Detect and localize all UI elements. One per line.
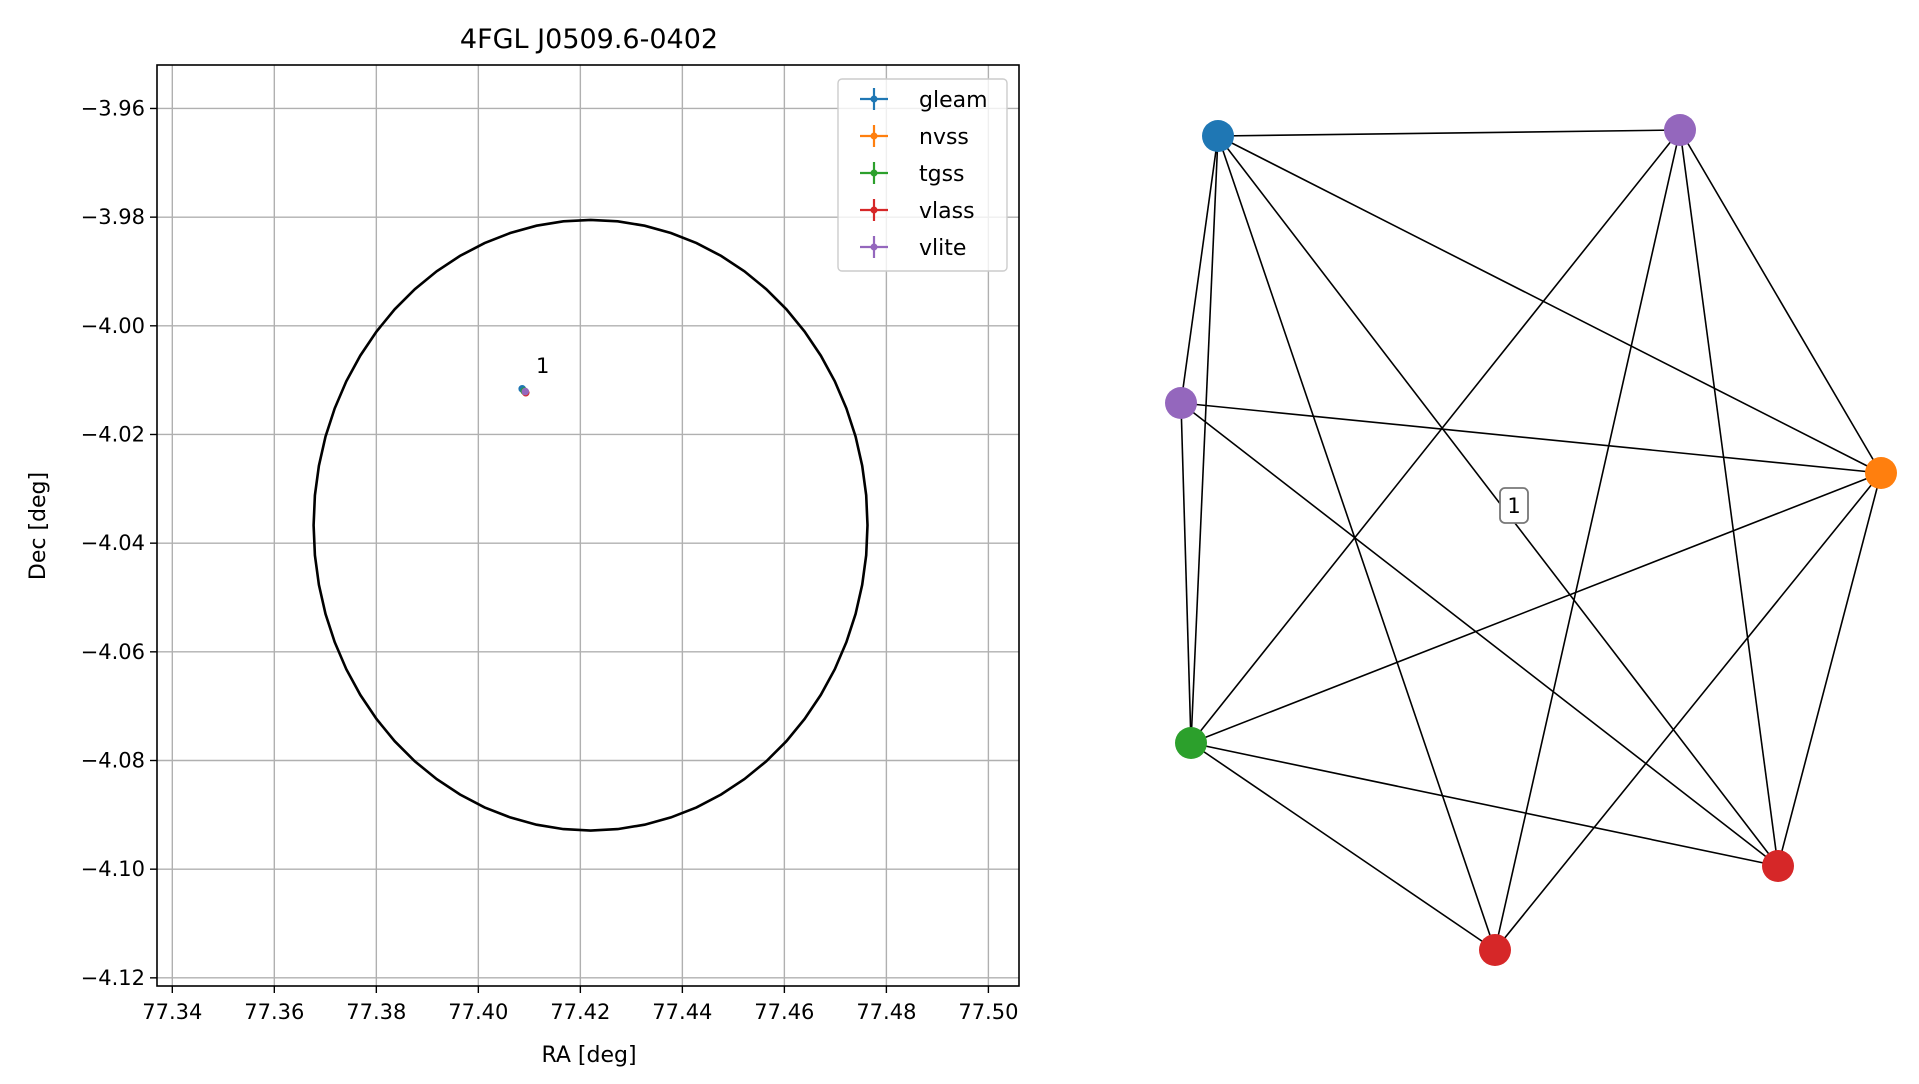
y-tick-label: −4.06 <box>81 640 145 664</box>
legend-dot-tgss <box>870 169 878 177</box>
x-tick-label: 77.36 <box>244 1000 304 1024</box>
plot-frame <box>156 64 1020 987</box>
y-tick-label: −3.98 <box>81 205 145 229</box>
y-tick-label: −3.96 <box>81 96 145 120</box>
legend-box <box>837 78 1008 272</box>
graph-node-g <box>1762 850 1794 882</box>
graph-node-f <box>1479 934 1511 966</box>
legend-label-vlass: vlass <box>919 199 975 224</box>
x-tick-label: 77.46 <box>754 1000 814 1024</box>
legend-entry-vlite: vlite <box>860 236 966 261</box>
graph-edge-d-e <box>1190 472 1882 744</box>
x-tick-label: 77.40 <box>448 1000 508 1024</box>
x-tick-label: 77.48 <box>856 1000 916 1024</box>
graph-nodes <box>1165 114 1897 966</box>
point-annotation: 1 <box>536 354 549 378</box>
y-tick-label: −4.00 <box>81 314 145 338</box>
graph-edge-a-b <box>1217 129 1681 137</box>
x-tick-label: 77.34 <box>142 1000 202 1024</box>
error-ellipse <box>312 218 869 832</box>
graph-edge-a-g <box>1217 135 1779 867</box>
graph-edge-b-f <box>1494 129 1681 951</box>
legend-dot-vlite <box>870 243 878 251</box>
graph-edge-c-d <box>1180 402 1882 474</box>
y-tick-label: −4.04 <box>81 531 145 555</box>
legend-label-nvss: nvss <box>919 125 969 150</box>
scatter-plot: 4FGL J0509.6-0402 1 77.34 77.36 77.38 77.40… <box>26 24 1020 1068</box>
plot-title: 4FGL J0509.6-0402 <box>460 24 718 55</box>
x-tick-label: 77.38 <box>346 1000 406 1024</box>
graph-edge-b-e <box>1190 129 1681 744</box>
y-tick-label: −4.02 <box>81 422 145 446</box>
legend-entry-vlass: vlass <box>860 199 975 224</box>
x-tick-label: 77.42 <box>550 1000 610 1024</box>
x-tick-label: 77.50 <box>958 1000 1018 1024</box>
cluster-label: 1 <box>1507 494 1520 518</box>
legend-entry-tgss: tgss <box>860 162 965 187</box>
y-tick-label: −4.12 <box>81 966 145 990</box>
graph-edge-e-g <box>1190 742 1779 867</box>
graph-node-e <box>1175 727 1207 759</box>
graph-node-d <box>1865 457 1897 489</box>
graph-edge-a-c <box>1180 135 1219 404</box>
graph-edge-d-f <box>1494 472 1882 951</box>
x-axis-label: RA [deg] <box>541 1043 636 1068</box>
legend-label-tgss: tgss <box>919 162 965 187</box>
graph-node-b <box>1664 114 1696 146</box>
graph-edge-d-g <box>1777 472 1882 867</box>
graph-edge-b-g <box>1679 129 1779 867</box>
graph-edge-a-d <box>1217 135 1882 474</box>
legend-entry-nvss: nvss <box>860 125 969 150</box>
graph-edge-a-e <box>1190 135 1219 744</box>
graph-edges <box>1180 129 1882 951</box>
legend-dot-nvss <box>870 132 878 140</box>
point-vlite <box>521 387 530 396</box>
graph-node-c <box>1165 387 1197 419</box>
graph-edge-c-g <box>1180 402 1779 867</box>
legend-label-vlite: vlite <box>919 236 966 261</box>
legend: gleam nvss tgss vlass <box>837 78 1008 272</box>
graph-edge-b-d <box>1679 129 1882 474</box>
y-axis-label: Dec [deg] <box>26 472 51 580</box>
error-ellipse-layer <box>312 218 869 832</box>
y-axis-ticks: −3.96 −3.98 −4.00 −4.02 −4.04 −4.06 −4.08 −4.10… <box>81 96 157 990</box>
points-layer <box>518 385 530 397</box>
graph-edge-c-e <box>1180 402 1192 744</box>
legend-dot-vlass <box>870 206 878 214</box>
grid <box>157 65 1019 986</box>
graph-edge-e-f <box>1190 742 1496 951</box>
network-graph: 1 <box>1165 114 1897 966</box>
cluster-label-box: 1 <box>1499 487 1529 524</box>
legend-dot-gleam <box>870 95 878 103</box>
y-tick-label: −4.08 <box>81 749 145 773</box>
y-tick-label: −4.10 <box>81 857 145 881</box>
legend-label-gleam: gleam <box>919 88 988 113</box>
legend-entry-gleam: gleam <box>860 88 988 113</box>
x-tick-label: 77.44 <box>652 1000 712 1024</box>
x-axis-ticks: 77.34 77.36 77.38 77.40 77.42 77.44 77.46 77.48… <box>142 986 1018 1024</box>
cluster-label-frame <box>1499 487 1529 524</box>
graph-node-a <box>1202 120 1234 152</box>
graph-edge-a-f <box>1217 135 1496 951</box>
